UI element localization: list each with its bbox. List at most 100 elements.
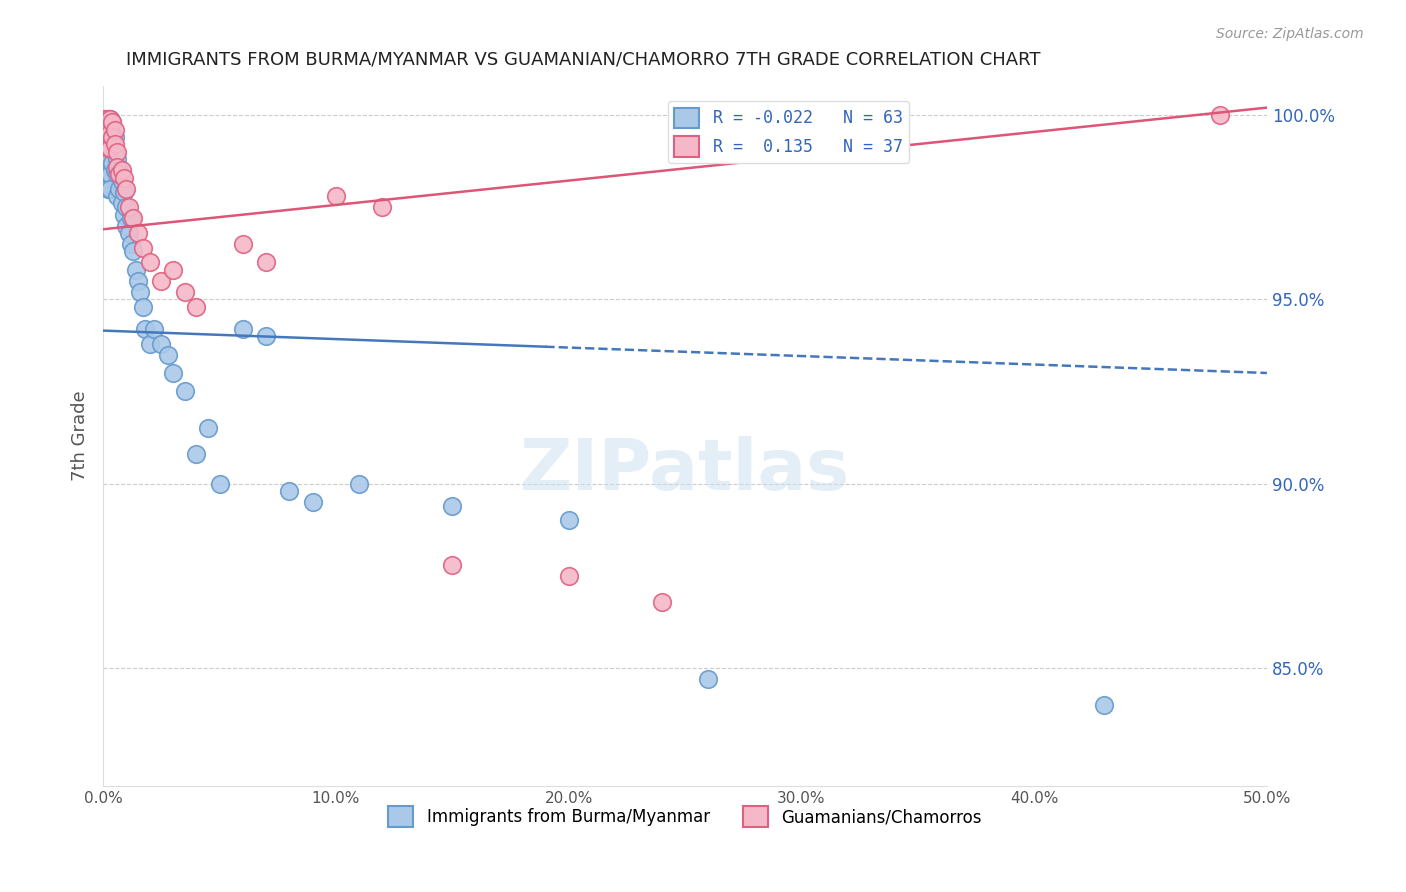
Point xyxy=(254,329,277,343)
Point xyxy=(97,167,120,181)
Point xyxy=(104,145,127,159)
Point xyxy=(94,119,117,133)
Point xyxy=(101,134,124,148)
Point xyxy=(108,182,131,196)
Point xyxy=(104,137,127,152)
Point xyxy=(98,137,121,152)
Point xyxy=(105,189,128,203)
Point xyxy=(94,127,117,141)
Point xyxy=(186,447,208,461)
Point xyxy=(101,156,124,170)
Point xyxy=(122,211,145,226)
Point xyxy=(125,262,148,277)
Point xyxy=(98,112,121,126)
Point xyxy=(105,153,128,167)
Point xyxy=(697,672,720,686)
Point xyxy=(186,300,208,314)
Point xyxy=(197,421,219,435)
Point xyxy=(94,112,117,126)
Point xyxy=(94,130,117,145)
Point xyxy=(254,255,277,269)
Point xyxy=(115,182,138,196)
Point xyxy=(127,274,149,288)
Point xyxy=(150,336,173,351)
Point xyxy=(108,163,131,178)
Point xyxy=(97,112,120,126)
Point xyxy=(97,156,120,170)
Point xyxy=(138,336,160,351)
Point xyxy=(115,219,138,233)
Point xyxy=(97,119,120,133)
Point xyxy=(208,476,231,491)
Point xyxy=(120,237,142,252)
Point xyxy=(97,182,120,196)
Point xyxy=(1209,108,1232,122)
Point xyxy=(94,153,117,167)
Point xyxy=(131,300,153,314)
Point xyxy=(98,122,121,136)
Point xyxy=(557,513,579,527)
Point xyxy=(111,163,134,178)
Point xyxy=(97,141,120,155)
Point xyxy=(98,182,121,196)
Point xyxy=(150,274,173,288)
Point xyxy=(111,174,134,188)
Point xyxy=(97,119,120,133)
Point xyxy=(173,285,195,299)
Point xyxy=(441,499,464,513)
Point xyxy=(441,558,464,572)
Point xyxy=(173,384,195,399)
Point xyxy=(97,130,120,145)
Point xyxy=(112,186,135,200)
Point xyxy=(97,112,120,126)
Point xyxy=(98,112,121,126)
Point xyxy=(101,130,124,145)
Point xyxy=(97,130,120,145)
Point xyxy=(347,476,370,491)
Point xyxy=(105,167,128,181)
Point xyxy=(104,163,127,178)
Point xyxy=(94,163,117,178)
Point xyxy=(98,127,121,141)
Point xyxy=(118,200,141,214)
Point xyxy=(112,207,135,221)
Point xyxy=(301,495,323,509)
Point xyxy=(129,285,152,299)
Point xyxy=(94,119,117,133)
Point xyxy=(105,160,128,174)
Point xyxy=(138,255,160,269)
Point xyxy=(94,112,117,126)
Point xyxy=(127,226,149,240)
Text: ZIPatlas: ZIPatlas xyxy=(520,436,851,505)
Point xyxy=(97,145,120,159)
Point xyxy=(94,137,117,152)
Point xyxy=(131,241,153,255)
Point xyxy=(115,200,138,214)
Point xyxy=(98,153,121,167)
Point xyxy=(325,189,347,203)
Point xyxy=(232,237,254,252)
Point xyxy=(101,115,124,129)
Point xyxy=(232,322,254,336)
Point xyxy=(98,141,121,155)
Point xyxy=(118,226,141,240)
Point xyxy=(105,145,128,159)
Point xyxy=(557,568,579,582)
Point xyxy=(1092,698,1115,712)
Point xyxy=(98,167,121,181)
Point xyxy=(108,167,131,181)
Point xyxy=(278,483,301,498)
Point xyxy=(371,200,394,214)
Point xyxy=(122,244,145,259)
Point xyxy=(162,366,184,380)
Legend: Immigrants from Burma/Myanmar, Guamanians/Chamorros: Immigrants from Burma/Myanmar, Guamanian… xyxy=(381,800,988,833)
Point xyxy=(157,347,180,361)
Y-axis label: 7th Grade: 7th Grade xyxy=(72,391,89,481)
Text: IMMIGRANTS FROM BURMA/MYANMAR VS GUAMANIAN/CHAMORRO 7TH GRADE CORRELATION CHART: IMMIGRANTS FROM BURMA/MYANMAR VS GUAMANI… xyxy=(127,51,1040,69)
Point xyxy=(104,130,127,145)
Point xyxy=(112,170,135,185)
Point xyxy=(104,122,127,136)
Point xyxy=(111,196,134,211)
Point xyxy=(101,115,124,129)
Point xyxy=(143,322,166,336)
